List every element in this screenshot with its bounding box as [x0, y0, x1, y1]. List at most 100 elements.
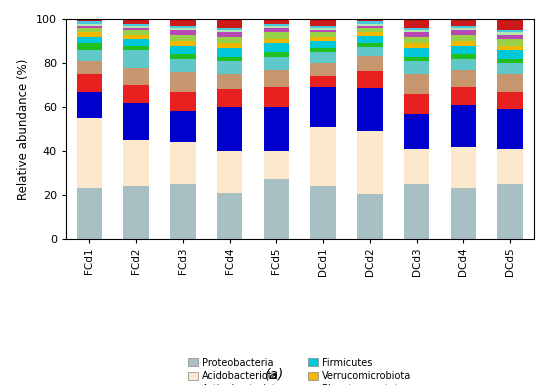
Bar — [357, 23, 383, 26]
Bar — [357, 22, 383, 23]
Bar — [76, 23, 102, 26]
Bar — [404, 74, 430, 94]
Bar — [357, 47, 383, 56]
Bar — [497, 50, 523, 59]
Bar — [497, 92, 523, 109]
Bar — [263, 179, 289, 239]
Bar — [217, 19, 243, 28]
Bar — [263, 39, 289, 44]
Bar — [450, 87, 476, 105]
Bar — [404, 37, 430, 44]
Bar — [170, 92, 196, 111]
Bar — [76, 28, 102, 32]
Bar — [450, 147, 476, 188]
Bar — [170, 45, 196, 54]
Bar — [170, 28, 196, 30]
Bar — [310, 48, 336, 52]
Bar — [310, 28, 336, 30]
Bar — [310, 186, 336, 239]
Bar — [170, 142, 196, 184]
Bar — [404, 61, 430, 74]
Bar — [170, 26, 196, 28]
Bar — [404, 184, 430, 239]
Bar — [217, 107, 243, 151]
Bar — [123, 28, 149, 30]
Bar — [404, 32, 430, 37]
Bar — [497, 74, 523, 92]
Bar — [357, 28, 383, 32]
Bar — [123, 45, 149, 50]
Bar — [76, 44, 102, 50]
Bar — [170, 184, 196, 239]
Bar — [217, 192, 243, 239]
Bar — [497, 109, 523, 149]
Bar — [310, 19, 336, 26]
Bar — [497, 32, 523, 35]
Bar — [123, 67, 149, 85]
Bar — [217, 28, 243, 30]
Bar — [76, 92, 102, 118]
Bar — [76, 22, 102, 23]
Bar — [76, 32, 102, 37]
Bar — [310, 76, 336, 87]
Bar — [217, 151, 243, 192]
Bar — [450, 35, 476, 41]
Bar — [357, 32, 383, 37]
Bar — [263, 26, 289, 28]
Bar — [357, 56, 383, 71]
Bar — [357, 194, 383, 239]
Bar — [170, 72, 196, 92]
Bar — [450, 45, 476, 54]
Bar — [450, 26, 476, 28]
Legend: Proteobacteria, Acidobacteriota, Actinobacteriota, Chloroflexi, Gemmatimonadota,: Proteobacteria, Acidobacteriota, Actinob… — [188, 358, 411, 385]
Bar — [310, 52, 336, 63]
Bar — [217, 32, 243, 37]
Bar — [170, 59, 196, 72]
Bar — [404, 57, 430, 61]
Bar — [217, 61, 243, 74]
Bar — [123, 186, 149, 239]
Bar — [497, 30, 523, 32]
Bar — [450, 19, 476, 26]
Bar — [76, 37, 102, 44]
Bar — [404, 114, 430, 149]
Bar — [170, 111, 196, 142]
Bar — [263, 57, 289, 70]
Bar — [450, 59, 476, 70]
Bar — [310, 30, 336, 32]
Bar — [263, 52, 289, 57]
Bar — [404, 48, 430, 57]
Bar — [310, 127, 336, 186]
Bar — [357, 26, 383, 28]
Bar — [217, 74, 243, 89]
Bar — [170, 41, 196, 45]
Bar — [217, 57, 243, 61]
Bar — [123, 39, 149, 45]
Bar — [217, 30, 243, 32]
Bar — [450, 70, 476, 87]
Bar — [170, 35, 196, 41]
Bar — [497, 63, 523, 74]
Bar — [123, 50, 149, 67]
Text: (a): (a) — [265, 367, 285, 381]
Bar — [450, 41, 476, 45]
Bar — [76, 50, 102, 61]
Bar — [497, 19, 523, 30]
Bar — [123, 30, 149, 35]
Bar — [404, 28, 430, 30]
Bar — [170, 19, 196, 26]
Bar — [357, 71, 383, 88]
Bar — [76, 19, 102, 22]
Bar — [170, 54, 196, 59]
Bar — [450, 105, 476, 147]
Bar — [357, 19, 383, 22]
Bar — [497, 35, 523, 39]
Bar — [170, 30, 196, 35]
Bar — [217, 37, 243, 44]
Bar — [263, 23, 289, 26]
Bar — [310, 32, 336, 37]
Bar — [76, 61, 102, 74]
Bar — [123, 23, 149, 26]
Bar — [123, 19, 149, 23]
Bar — [357, 88, 383, 131]
